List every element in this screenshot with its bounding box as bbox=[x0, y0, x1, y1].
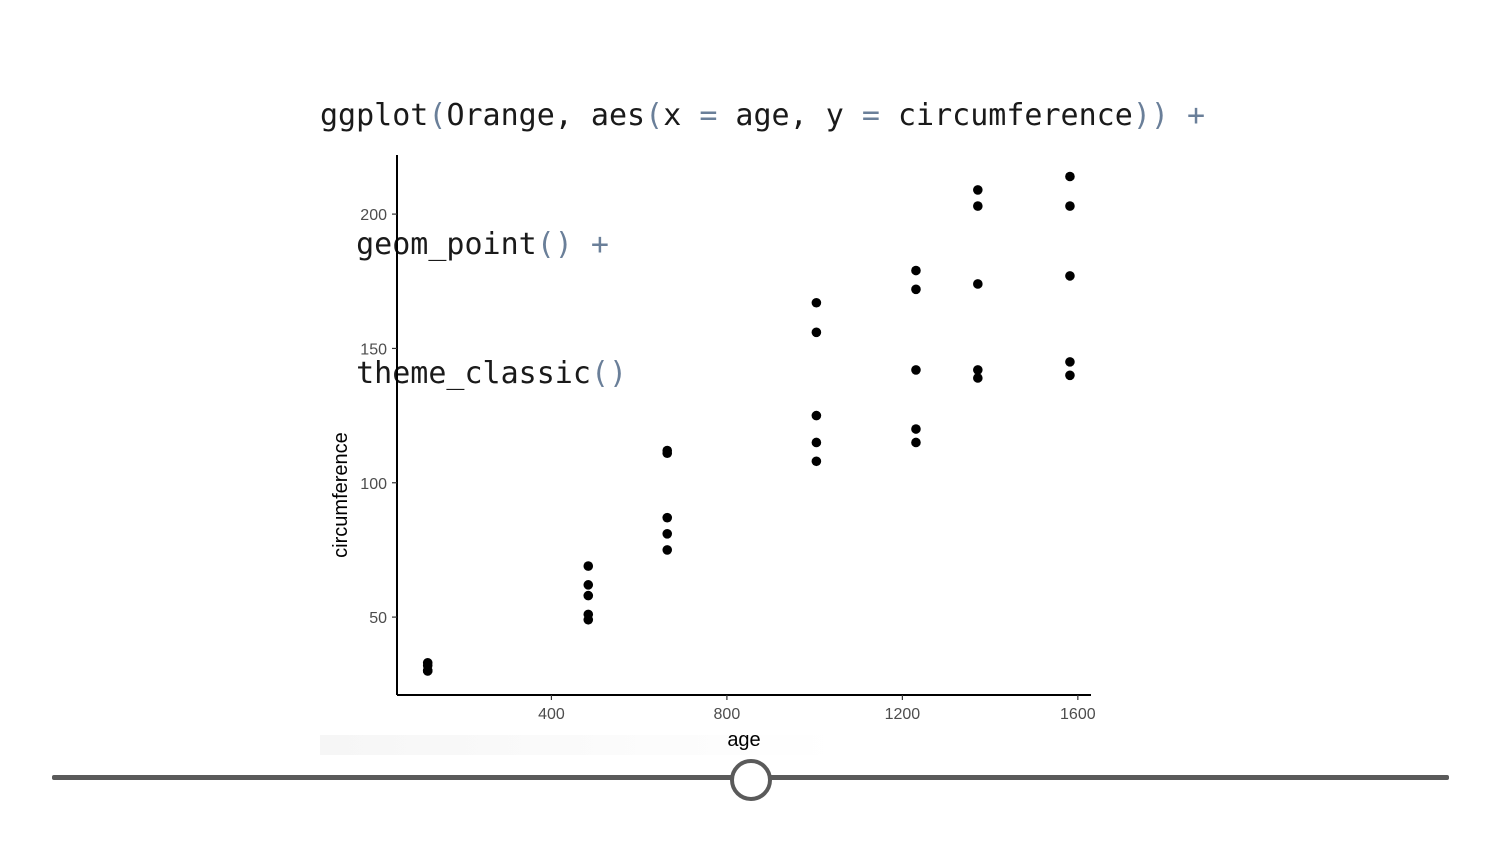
x-tick-label: 1200 bbox=[885, 706, 921, 723]
data-point bbox=[911, 424, 921, 434]
code-token: + bbox=[572, 227, 609, 262]
data-point bbox=[811, 297, 822, 308]
code-token: + bbox=[1168, 98, 1206, 133]
code-line-2: geom_point() + bbox=[320, 223, 1205, 266]
code-block: ggplot(Orange, aes(x = age, y = circumfe… bbox=[320, 8, 1205, 438]
x-tick-label: 1600 bbox=[1060, 706, 1096, 723]
data-point bbox=[1065, 370, 1075, 381]
data-point bbox=[973, 279, 983, 289]
data-point bbox=[811, 327, 822, 338]
data-point bbox=[1065, 271, 1075, 281]
data-point bbox=[583, 561, 594, 571]
x-tick-label: 400 bbox=[538, 706, 565, 723]
data-point bbox=[973, 185, 983, 195]
points-layer bbox=[422, 171, 1075, 676]
y-tick-label: 150 bbox=[360, 341, 387, 358]
data-point bbox=[662, 529, 673, 539]
y-tick-label: 100 bbox=[360, 476, 387, 493]
data-point bbox=[811, 410, 822, 421]
data-point bbox=[662, 512, 673, 523]
data-point bbox=[911, 284, 921, 295]
code-token: ( bbox=[428, 98, 447, 133]
code-token: )) bbox=[1132, 98, 1169, 133]
x-tick-label: 800 bbox=[714, 706, 741, 723]
y-axis-title: circumference bbox=[330, 432, 352, 558]
plot-background-fade bbox=[320, 735, 840, 755]
data-point bbox=[911, 365, 921, 375]
data-point bbox=[811, 437, 822, 448]
code-token: Orange, aes bbox=[446, 98, 646, 133]
x-axis-title: age bbox=[727, 729, 760, 751]
code-token: = bbox=[861, 98, 880, 133]
data-point bbox=[973, 373, 983, 383]
code-line-1: ggplot(Orange, aes(x = age, y = circumfe… bbox=[320, 94, 1205, 137]
data-point bbox=[422, 666, 433, 676]
y-tick-label: 200 bbox=[360, 207, 387, 224]
data-point bbox=[662, 445, 673, 456]
data-point bbox=[911, 437, 921, 448]
x-axis-ticks: 400 800 1200 1600 bbox=[538, 695, 1096, 723]
code-line-3: theme_classic() bbox=[320, 352, 1205, 395]
code-token: ( bbox=[645, 98, 664, 133]
data-point bbox=[1065, 171, 1075, 182]
data-point bbox=[583, 614, 594, 625]
data-point bbox=[973, 365, 983, 375]
data-point bbox=[1065, 357, 1075, 367]
code-token: () bbox=[536, 227, 573, 262]
code-token: age, y bbox=[717, 98, 862, 133]
code-token: ggplot bbox=[320, 98, 429, 133]
scatter-chart: 400 800 1200 1600 50 100 150 200 age circumfer… bbox=[330, 155, 1096, 751]
data-point bbox=[583, 590, 594, 601]
slider-handle[interactable] bbox=[729, 759, 772, 801]
data-point bbox=[1065, 201, 1075, 211]
code-token: theme_classic bbox=[356, 356, 591, 391]
y-tick-label: 50 bbox=[369, 610, 387, 627]
data-point bbox=[811, 456, 822, 467]
data-point bbox=[911, 265, 921, 276]
code-token: circumference bbox=[879, 98, 1133, 133]
data-point bbox=[662, 545, 673, 555]
code-token: x bbox=[663, 98, 700, 133]
code-token: = bbox=[699, 98, 718, 133]
data-point bbox=[583, 580, 594, 590]
data-point bbox=[973, 201, 983, 211]
code-token: () bbox=[590, 356, 628, 391]
y-axis-ticks: 50 100 150 200 bbox=[360, 207, 397, 627]
code-token: geom_point bbox=[356, 227, 537, 262]
